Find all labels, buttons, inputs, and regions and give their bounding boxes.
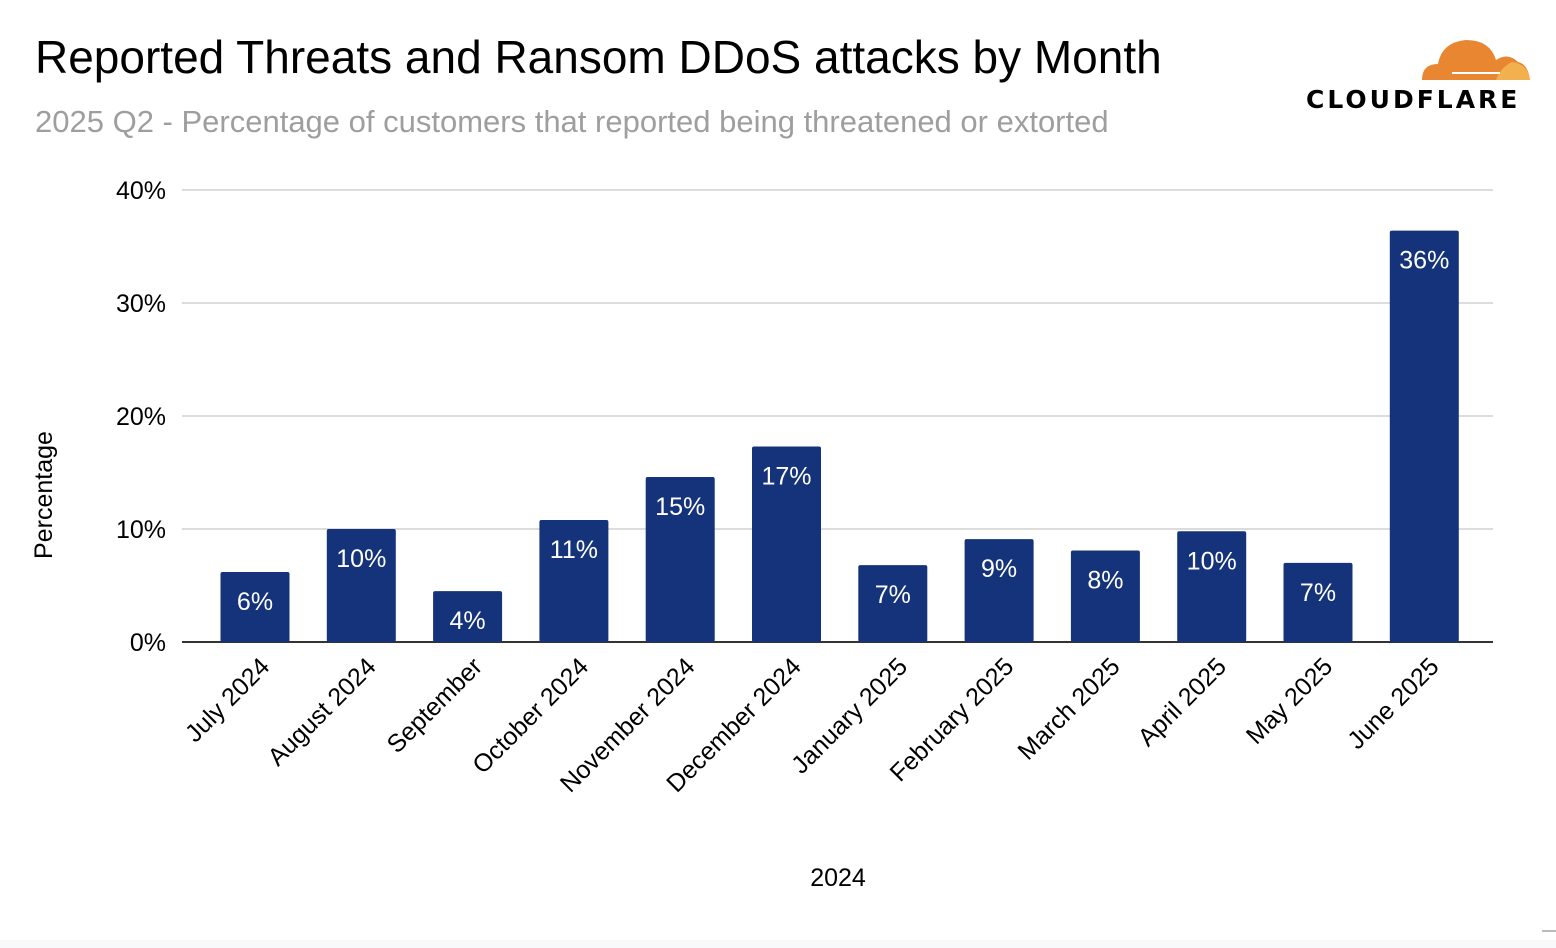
x-tick-label: May 2025 [1241, 652, 1338, 749]
bar [433, 591, 503, 642]
data-label: 15% [655, 493, 705, 521]
bar [1283, 562, 1353, 642]
bar [539, 519, 609, 642]
data-label: 8% [1087, 566, 1123, 594]
data-label: 10% [336, 545, 386, 573]
x-tick-label: March 2025 [1012, 652, 1125, 765]
data-label: 6% [237, 588, 273, 616]
data-label: 9% [981, 555, 1017, 583]
x-tick-label: June 2025 [1342, 652, 1444, 754]
bar [1389, 230, 1459, 642]
bar [326, 529, 396, 642]
y-tick-label: 30% [116, 290, 166, 318]
logo-text: CLOUDFLARE [1306, 85, 1520, 114]
data-label: 10% [1187, 547, 1237, 575]
data-label: 4% [450, 607, 486, 635]
bar [645, 477, 715, 642]
data-label: 11% [550, 536, 598, 564]
x-tick-label: July 2024 [180, 652, 276, 748]
bar [1177, 531, 1247, 642]
bar [964, 539, 1034, 642]
x-tick-label: April 2025 [1133, 652, 1232, 751]
chart-title: Reported Threats and Ransom DDoS attacks… [35, 31, 1162, 83]
bar [858, 565, 928, 642]
bar [752, 446, 821, 642]
y-axis-label: Percentage [30, 431, 58, 559]
data-label: 7% [875, 581, 911, 609]
bar [220, 571, 290, 642]
data-label: 7% [1300, 579, 1336, 607]
y-tick-label: 40% [116, 177, 166, 205]
cloudflare-logo: CLOUDFLARE [1306, 40, 1530, 114]
y-tick-label: 20% [116, 403, 166, 431]
y-tick-label: 10% [116, 516, 166, 544]
y-tick-label: 0% [130, 629, 166, 657]
data-label: 36% [1399, 247, 1449, 275]
resize-mark [1542, 930, 1556, 932]
footer-bar [0, 940, 1556, 948]
x-axis-label: 2024 [810, 864, 866, 892]
x-tick-label: August 2024 [262, 652, 381, 771]
data-label: 17% [761, 463, 811, 491]
chart-subtitle: 2025 Q2 - Percentage of customers that r… [35, 104, 1109, 139]
x-tick-label: September [382, 652, 488, 758]
bar [1070, 550, 1140, 642]
